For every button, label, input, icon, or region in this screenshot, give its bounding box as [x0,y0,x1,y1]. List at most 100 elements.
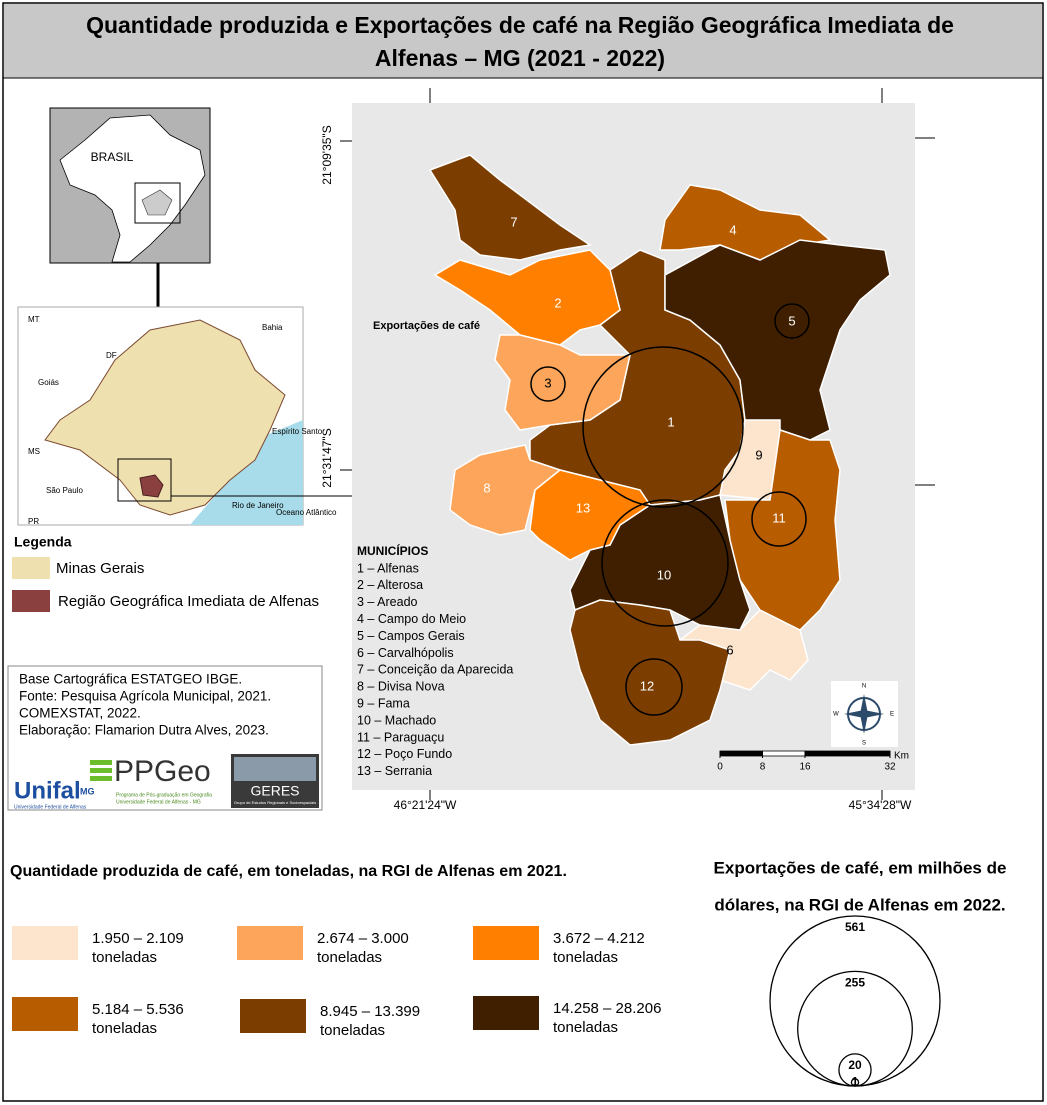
compass-letter: E [890,712,894,718]
scale-segment [762,750,806,757]
minas-gerais [44,319,286,516]
logo-geres: GERES [250,783,299,799]
export-circle [582,346,744,508]
municipality-entry: 3 – Areado [357,595,418,609]
legend-swatch [12,590,50,612]
export-legend-value: 255 [845,976,865,990]
municipality-entry: 11 – Paraguaçu [357,730,444,744]
logo-ppgeo: PPGeo [114,755,211,788]
lon-label: 45°34'28"W [849,798,912,812]
class-range: 5.184 – 5.536 [92,1001,184,1018]
inset-box [117,458,172,502]
state-label: São Paulo [46,486,83,495]
municipality-number: 4 [729,222,736,237]
municipality-entry: 13 – Serrania [357,764,432,778]
scale-label: 8 [760,762,766,773]
scale-label: 0 [717,762,723,773]
municipality-number: 5 [788,313,795,328]
logo-unifal-caption: Universidade Federal de Alfenas [14,804,87,810]
class-swatch [473,996,539,1030]
compass-letter: W [833,712,839,718]
title: Quantidade produzida e Exportações de ca… [86,12,954,38]
scale-label: 16 [799,762,811,773]
logo-stripe [90,760,112,765]
municipality-number: 6 [726,642,733,657]
logo-unifal: Unifal [14,777,81,804]
logo-stripe [90,776,112,781]
export-circle [751,491,807,547]
scale-unit: Km [894,751,909,762]
state-label: Bahia [262,323,283,332]
class-swatch [237,926,303,960]
municipality-number: 11 [772,510,786,525]
export-circle [774,303,810,339]
class-range: 8.945 – 13.399 [320,1003,420,1020]
municipality-entry: 6 – Carvalhópolis [357,646,454,660]
legend-title: Legenda [14,534,72,550]
municipality-number: 1 [667,414,674,429]
class-unit: toneladas [320,1022,385,1039]
logo-geres-sub: Grupo de Estudos Regionais e Socioespaci… [234,800,316,805]
credit-line: Fonte: Pesquisa Agrícola Municipal, 2021… [19,689,271,704]
class-unit: toneladas [553,949,618,966]
legend-swatch [12,557,50,579]
export-legend-value: 561 [845,920,865,934]
municipality [428,154,592,261]
lon-label: 46°21'24"W [394,798,457,812]
scale-segment [719,750,763,757]
credit-line: Base Cartográfica ESTATGEO IBGE. [19,672,242,687]
municipality [569,599,731,746]
class-range: 14.258 – 28.206 [553,1000,661,1017]
logo-stripe [90,768,112,773]
state-label: Rio de Janeiro [232,501,284,510]
class-swatch [12,926,78,960]
class-unit: toneladas [92,1020,157,1037]
municipality [433,249,621,346]
export-circle [530,366,566,402]
municipality [724,429,841,631]
state-label: MS [28,447,40,456]
compass-letter: S [862,741,866,747]
municipality-entry: 9 – Fama [357,696,410,710]
state-label: Espírito Santo [272,427,323,436]
logo-geres-img [234,757,316,781]
scale-label: 32 [884,762,896,773]
title: Alfenas – MG (2021 - 2022) [375,45,665,71]
class-range: 3.672 – 4.212 [553,930,645,947]
municipality-entry: 5 – Campos Gerais [357,629,465,643]
municipality-entry: 10 – Machado [357,713,436,727]
state-label: Oceano Atlântico [276,508,337,517]
state-label: DF [106,351,117,360]
municipality-entry: 4 – Campo do Meio [357,612,466,626]
export-legend-circle [850,1078,860,1087]
municipality [659,184,832,261]
export-legend-title: Exportações de café, em milhões de [714,858,1007,877]
class-range: 2.674 – 3.000 [317,930,409,947]
lat-label: 21°31'47"S [320,428,334,487]
municipality-entry: 7 – Conceição da Aparecida [357,663,513,677]
legend-label: Minas Gerais [56,560,144,577]
inset-box [134,182,181,224]
legend-label: Região Geográfica Imediata de Alfenas [58,593,319,610]
class-unit: toneladas [553,1019,618,1036]
title-bar [4,4,1042,78]
class-range: 1.950 – 2.109 [92,930,184,947]
municipality-number: 7 [510,214,517,229]
municipality-number: 9 [755,447,762,462]
municipality [719,419,781,501]
state-label: PR [28,517,39,526]
municipality-entry: 2 – Alterosa [357,578,423,592]
class-swatch [473,926,539,960]
credit-line: Elaboração: Flamarion Dutra Alves, 2023. [19,723,269,738]
municipality-entry: 8 – Divisa Nova [357,680,445,694]
logo-ppgeo-sub: Universidade Federal de Alfenas - MG [116,799,201,805]
credit-line: COMEXSTAT, 2022. [19,706,141,721]
export-legend-title: dólares, na RGI de Alfenas em 2022. [714,895,1005,914]
logo-ppgeo-sub: Programa de Pós-graduação em Geografia [116,792,212,798]
class-swatch [240,999,306,1033]
exports-label: Exportações de café [373,320,480,332]
rgi-alfenas [139,474,164,498]
brazil-label: BRASIL [91,150,134,164]
municipality [529,469,652,561]
